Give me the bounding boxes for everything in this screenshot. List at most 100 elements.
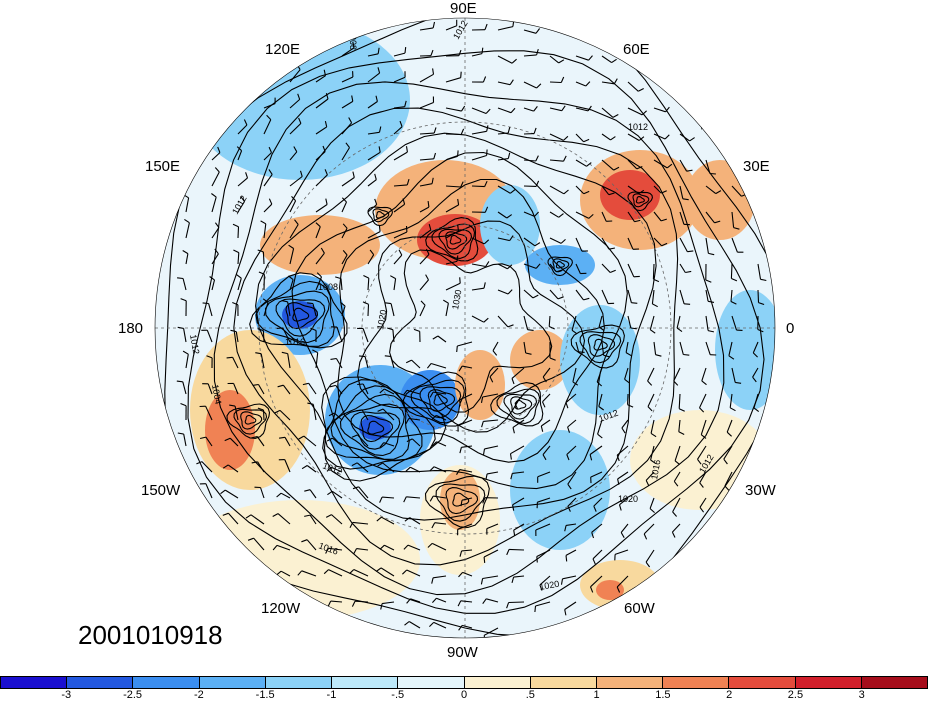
wind-barb-flag: [405, 359, 412, 364]
wind-barb: [730, 289, 733, 302]
wind-barb-flag: [723, 458, 728, 465]
wind-barb: [627, 185, 640, 195]
wind-barb: [486, 523, 499, 530]
wind-barb-flag: [492, 350, 498, 356]
wind-barb: [601, 133, 611, 141]
wind-barb-flag: [224, 437, 231, 442]
isobar: [372, 208, 390, 223]
wind-barb-flag: [385, 302, 392, 305]
wind-barb-flag: [641, 110, 647, 116]
wind-barb: [229, 437, 239, 447]
wind-barb-flag: [322, 145, 326, 152]
wind-barb-flag: [645, 480, 650, 487]
wind-barb-flag: [753, 407, 760, 413]
colorbar-cell: [133, 676, 200, 689]
wind-barb-flag: [211, 193, 217, 198]
wind-barb-flag: [247, 537, 254, 541]
wind-barb-flag: [399, 120, 403, 127]
wind-barb: [462, 365, 473, 369]
wind-barb-flag: [327, 490, 333, 496]
wind-barb: [380, 567, 395, 577]
wind-barb: [315, 174, 328, 187]
wind-barb-flag: [252, 383, 259, 386]
wind-barb-flag: [510, 107, 516, 114]
wind-barb: [752, 367, 759, 378]
wind-barb: [367, 254, 375, 265]
wind-barb-flag: [560, 238, 566, 244]
wind-barb: [509, 548, 525, 551]
wind-barb-flag: [583, 138, 590, 143]
wind-barb-flag: [404, 100, 407, 107]
wind-barb: [445, 230, 459, 239]
wind-barb: [575, 263, 581, 274]
wind-barb-flag: [405, 418, 410, 425]
wind-barb-flag: [598, 406, 605, 411]
wind-barb: [303, 435, 317, 447]
wind-barb: [671, 523, 681, 533]
wind-barb-flag: [620, 532, 625, 538]
wind-barb: [237, 177, 248, 187]
colorbar-cell: [0, 676, 68, 689]
wind-barb: [276, 544, 291, 551]
wind-barb-flag: [616, 455, 620, 462]
wind-barb-flag: [176, 380, 183, 383]
wind-barb-flag: [402, 569, 408, 575]
wind-barb-flag: [301, 465, 308, 470]
wind-barb: [497, 315, 509, 328]
wind-barb: [282, 327, 291, 343]
wind-barb-flag: [209, 276, 215, 281]
wind-barb: [227, 464, 239, 473]
label-180: 180: [118, 320, 144, 337]
wind-barb-flag: [288, 275, 294, 281]
label-90e: 90E: [450, 0, 477, 17]
wind-barb-flag: [512, 427, 515, 434]
wind-barb-flag: [330, 357, 337, 360]
wind-barb-flag: [459, 550, 463, 557]
wind-barb-flag: [458, 572, 464, 578]
wind-barb: [406, 496, 421, 499]
map-boundary: [154, 17, 776, 639]
isobar: [632, 193, 650, 208]
label-120e: 120E: [265, 41, 301, 58]
wind-barb-flag: [613, 166, 620, 171]
wind-barb: [445, 133, 462, 136]
wind-barb: [407, 544, 421, 551]
wind-barb: [567, 497, 577, 507]
wind-barb: [289, 224, 299, 239]
wind-barb-flag: [341, 197, 347, 203]
wind-barb: [598, 315, 603, 328]
isobar: [490, 382, 544, 427]
wind-barb-flag: [683, 353, 690, 356]
wind-barb: [645, 471, 655, 481]
wind-barb-flag: [405, 146, 408, 153]
wind-barb: [523, 237, 536, 247]
isobar: [452, 492, 470, 507]
wind-barb: [460, 600, 473, 603]
wind-barb: [549, 55, 560, 64]
wind-barb-flag: [279, 436, 286, 439]
wind-barb-flag: [433, 127, 437, 134]
wind-barb: [263, 223, 267, 239]
wind-barb: [185, 253, 189, 265]
wind-barb: [381, 516, 395, 525]
contour-value-label: 1020: [375, 309, 388, 330]
wind-barb: [433, 621, 447, 629]
wind-barb-flag: [613, 78, 618, 85]
wind-barb: [341, 228, 348, 239]
wind-barb: [362, 328, 369, 343]
colorbar-tick-label: -.5: [391, 689, 405, 701]
wind-barb: [315, 204, 328, 213]
wind-barb-flag: [277, 384, 284, 388]
wind-barb: [367, 151, 381, 161]
wind-barb-flag: [649, 508, 655, 514]
wind-barb-flag: [266, 114, 272, 120]
wind-barb-flag: [621, 427, 626, 434]
wind-barb-flag: [251, 461, 258, 464]
wind-barb-flag: [638, 189, 645, 195]
label-120w: 120W: [261, 600, 301, 617]
wind-barb-flag: [650, 432, 657, 438]
wind-barb: [549, 81, 562, 84]
wind-barb-flag: [486, 125, 489, 132]
wind-barb: [308, 382, 317, 395]
wind-barb-flag: [509, 79, 514, 86]
